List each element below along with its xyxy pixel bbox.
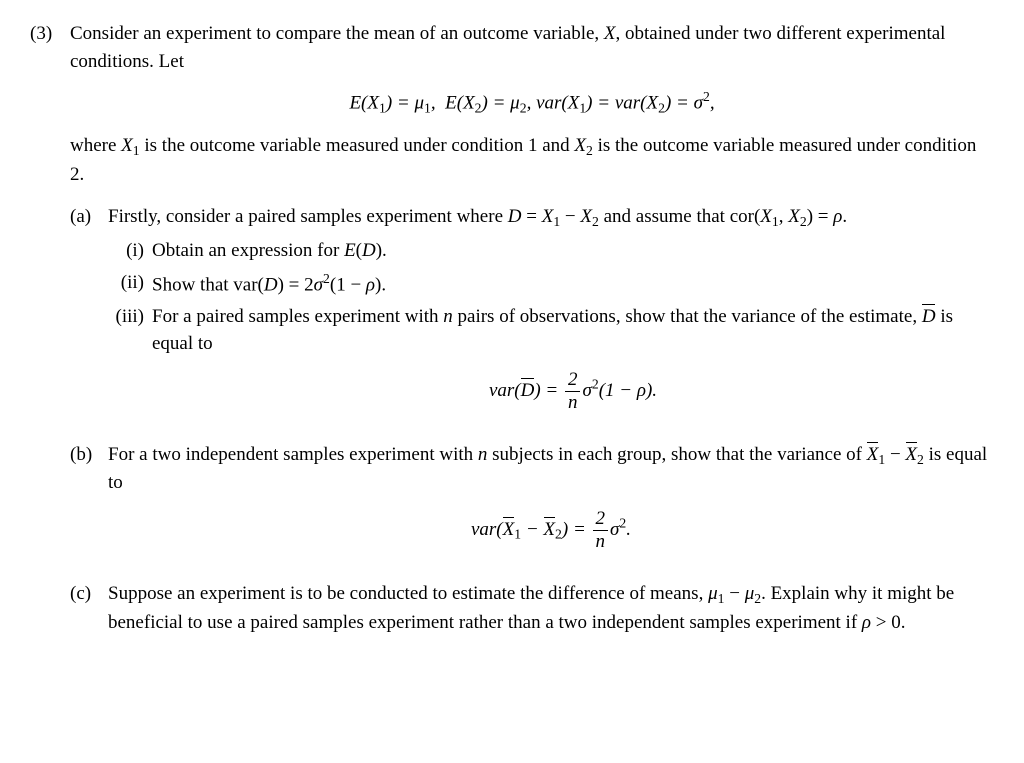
a-ii-body: Show that var(D) = 2σ2(1 − ρ). [152,269,994,299]
b-n: n [478,444,488,465]
equation-var-X1X2: var(X1 − X2) = 2nσ2. [108,509,994,552]
c-text-1: Suppose an experiment is to be conducted… [108,583,708,604]
c-rho: ρ [862,612,871,633]
a-i-label: (i) [108,237,144,265]
a-ii-text: Show that var( [152,274,264,295]
part-a-iii: (iii) For a paired samples experiment wi… [108,303,994,427]
part-c-body: Suppose an experiment is to be conducted… [108,580,994,636]
a-ii-label: (ii) [108,269,144,297]
a-text-2: and assume that cor( [599,206,760,227]
a-iii-body: For a paired samples experiment with n p… [152,303,994,427]
part-b-label: (b) [70,441,98,469]
intro-text-1: Consider an experiment to compare the me… [70,23,604,44]
part-c: (c) Suppose an experiment is to be condu… [70,580,994,636]
part-a-body: Firstly, consider a paired samples exper… [108,203,994,427]
part-b-body: For a two independent samples experiment… [108,441,994,566]
a-i-body: Obtain an expression for E(D). [152,237,994,265]
part-a-i: (i) Obtain an expression for E(D). [108,237,994,265]
subparts: (a) Firstly, consider a paired samples e… [70,203,994,637]
problem-3: (3) Consider an experiment to compare th… [30,20,994,636]
part-a-label: (a) [70,203,98,231]
a-iii-label: (iii) [108,303,144,331]
problem-number: (3) [30,20,60,48]
equation-given: E(X1) = μ1, E(X2) = μ2, var(X1) = var(X2… [70,87,994,118]
part-c-label: (c) [70,580,98,608]
a-text-3: ) = [807,206,834,227]
intro-var-X: X [604,23,616,44]
cond-text-2: is the outcome variable measured under c… [140,135,575,156]
a-rho: ρ [833,206,842,227]
part-b: (b) For a two independent samples experi… [70,441,994,566]
condition-paragraph: where X1 is the outcome variable measure… [70,132,994,188]
b-text-2: subjects in each group, show that the va… [487,444,866,465]
a-ii-text3: (1 − [330,274,366,295]
a-i-text: Obtain an expression for [152,240,344,261]
problem-body: Consider an experiment to compare the me… [70,20,994,636]
c-text-3: > 0. [871,612,905,633]
part-a-roman-list: (i) Obtain an expression for E(D). (ii) … [108,237,994,427]
intro-paragraph: Consider an experiment to compare the me… [70,20,994,75]
equation-var-Dbar: var(D) = 2nσ2(1 − ρ). [152,370,994,413]
a-period: . [842,206,847,227]
a-iii-n: n [443,306,453,327]
a-iii-text2: pairs of observations, show that the var… [453,306,922,327]
cond-text-1: where [70,135,121,156]
part-a: (a) Firstly, consider a paired samples e… [70,203,994,427]
a-text-1: Firstly, consider a paired samples exper… [108,206,508,227]
a-ii-text2: ) = 2 [278,274,314,295]
b-text-1: For a two independent samples experiment… [108,444,478,465]
a-iii-text1: For a paired samples experiment with [152,306,443,327]
a-ii-text4: ). [375,274,386,295]
part-a-ii: (ii) Show that var(D) = 2σ2(1 − ρ). [108,269,994,299]
